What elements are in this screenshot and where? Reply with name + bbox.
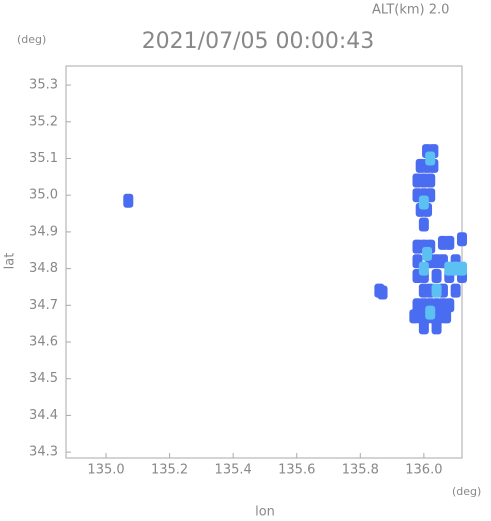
- echo-cell: [425, 151, 436, 166]
- echo-cell: [422, 246, 433, 261]
- y-tick-label: 34.4: [29, 408, 58, 423]
- y-tick-label: 35.1: [29, 151, 58, 166]
- y-axis-label: lat: [3, 253, 18, 270]
- echo-cell: [457, 232, 467, 247]
- echo-cell: [418, 261, 429, 276]
- subtitle: ALT(km) 2.0: [372, 3, 449, 18]
- y-tick-label: 34.7: [29, 298, 58, 313]
- echo-cell: [444, 235, 455, 250]
- x-tick-label: 135.8: [342, 463, 379, 478]
- y-tick-label: 35.3: [29, 78, 58, 93]
- y-tick-label: 35.2: [29, 114, 58, 129]
- echo-cell: [431, 283, 442, 298]
- y-tick-label: 34.5: [29, 371, 58, 386]
- echo-cell: [425, 305, 436, 320]
- echo-cell: [418, 195, 429, 210]
- echo-cell: [450, 283, 461, 298]
- echo-cell: [425, 173, 436, 188]
- echo-cell: [444, 298, 455, 313]
- echo-cell: [377, 285, 388, 300]
- y-tick-label: 34.9: [29, 224, 58, 239]
- echo-cell: [418, 320, 429, 335]
- x-tick-label: 135.6: [278, 463, 315, 478]
- x-tick-label: 136.0: [405, 463, 442, 478]
- x-unit: (deg): [452, 485, 481, 498]
- echo-cell: [418, 217, 429, 232]
- plot-frame: [65, 65, 463, 459]
- echo-cell: [457, 261, 467, 276]
- x-tick-label: 135.2: [151, 463, 188, 478]
- y-unit: (deg): [17, 33, 46, 46]
- y-tick-label: 34.3: [29, 445, 58, 460]
- chart-title: 2021/07/05 00:00:43: [142, 29, 375, 54]
- y-tick-label: 34.6: [29, 335, 58, 350]
- y-tick-label: 35.0: [29, 188, 58, 203]
- x-axis-label: lon: [255, 505, 275, 520]
- x-tick-label: 135.4: [215, 463, 252, 478]
- echo-cell: [431, 268, 442, 283]
- y-tick-label: 34.8: [29, 261, 58, 276]
- echo-cell: [431, 320, 442, 335]
- echo-cell: [441, 309, 452, 324]
- echo-cell: [123, 193, 134, 208]
- x-tick-label: 135.0: [87, 463, 124, 478]
